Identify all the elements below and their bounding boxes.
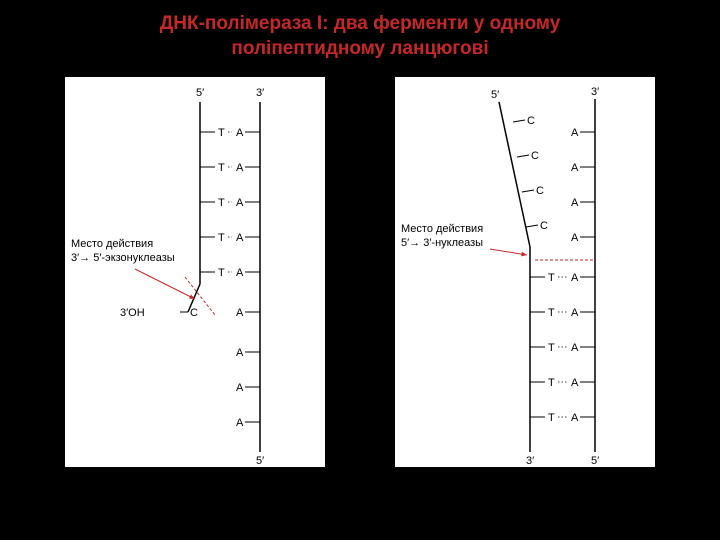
svg-text:A: A (236, 307, 244, 319)
svg-text:3′OH: 3′OH (120, 307, 145, 319)
svg-text:A: A (571, 162, 579, 174)
svg-text:C: C (527, 115, 535, 127)
svg-text:A: A (571, 342, 579, 354)
right-diagram-svg: 5′ 3′ 3′ 5′ C C C C A A A A T A T A T A T A T A Место действия… (395, 77, 655, 467)
svg-text:A: A (571, 377, 579, 389)
svg-text:T: T (548, 412, 555, 424)
svg-text:T: T (548, 272, 555, 284)
svg-text:T: T (218, 232, 225, 244)
svg-text:A: A (571, 197, 579, 209)
svg-text:3′: 3′ (526, 455, 534, 467)
svg-text:A: A (571, 272, 579, 284)
svg-text:A: A (571, 232, 579, 244)
svg-text:A: A (236, 232, 244, 244)
svg-text:A: A (236, 267, 244, 279)
svg-text:5′: 5′ (491, 89, 499, 101)
svg-text:Место действия: Место действия (401, 223, 483, 235)
svg-text:5′: 5′ (196, 87, 204, 99)
slide-title: ДНК-полімераза І: два ферменти у одному … (0, 0, 720, 69)
svg-text:A: A (571, 127, 579, 139)
svg-text:A: A (236, 127, 244, 139)
svg-text:3′→ 5′-экзонуклеазы: 3′→ 5′-экзонуклеазы (71, 252, 175, 264)
svg-text:5′: 5′ (591, 455, 599, 467)
left-diagram-svg: 5′3′5′3′OHTATATATATACAAAAМесто действия3… (65, 77, 325, 467)
diagram-panels: 5′3′5′3′OHTATATATATACAAAAМесто действия3… (0, 69, 720, 475)
svg-text:5′: 5′ (256, 455, 264, 467)
svg-text:Место действия: Место действия (71, 238, 153, 250)
svg-text:T: T (218, 267, 225, 279)
svg-text:T: T (218, 197, 225, 209)
svg-text:C: C (536, 185, 544, 197)
svg-text:T: T (218, 127, 225, 139)
panel-5to3-nuclease: 5′ 3′ 3′ 5′ C C C C A A A A T A T A T A T A T A Место действия… (395, 77, 655, 467)
panel-3to5-exonuclease: 5′3′5′3′OHTATATATATACAAAAМесто действия3… (65, 77, 325, 467)
svg-text:T: T (548, 377, 555, 389)
svg-text:5′→ 3′-нуклеазы: 5′→ 3′-нуклеазы (401, 237, 483, 249)
svg-text:A: A (236, 417, 244, 429)
svg-text:C: C (540, 220, 548, 232)
svg-text:A: A (236, 382, 244, 394)
title-line-1: ДНК-полімераза І: два ферменти у одному (160, 13, 561, 34)
svg-text:T: T (218, 162, 225, 174)
svg-text:A: A (236, 162, 244, 174)
svg-text:3′: 3′ (591, 86, 599, 98)
svg-text:T: T (548, 342, 555, 354)
svg-text:A: A (236, 197, 244, 209)
svg-text:A: A (571, 307, 579, 319)
svg-text:C: C (531, 150, 539, 162)
title-line-2: поліпептидному ланцюгові (231, 38, 488, 59)
svg-text:A: A (571, 412, 579, 424)
svg-text:C: C (190, 307, 198, 319)
svg-text:A: A (236, 347, 244, 359)
svg-text:T: T (548, 307, 555, 319)
svg-text:3′: 3′ (256, 87, 264, 99)
